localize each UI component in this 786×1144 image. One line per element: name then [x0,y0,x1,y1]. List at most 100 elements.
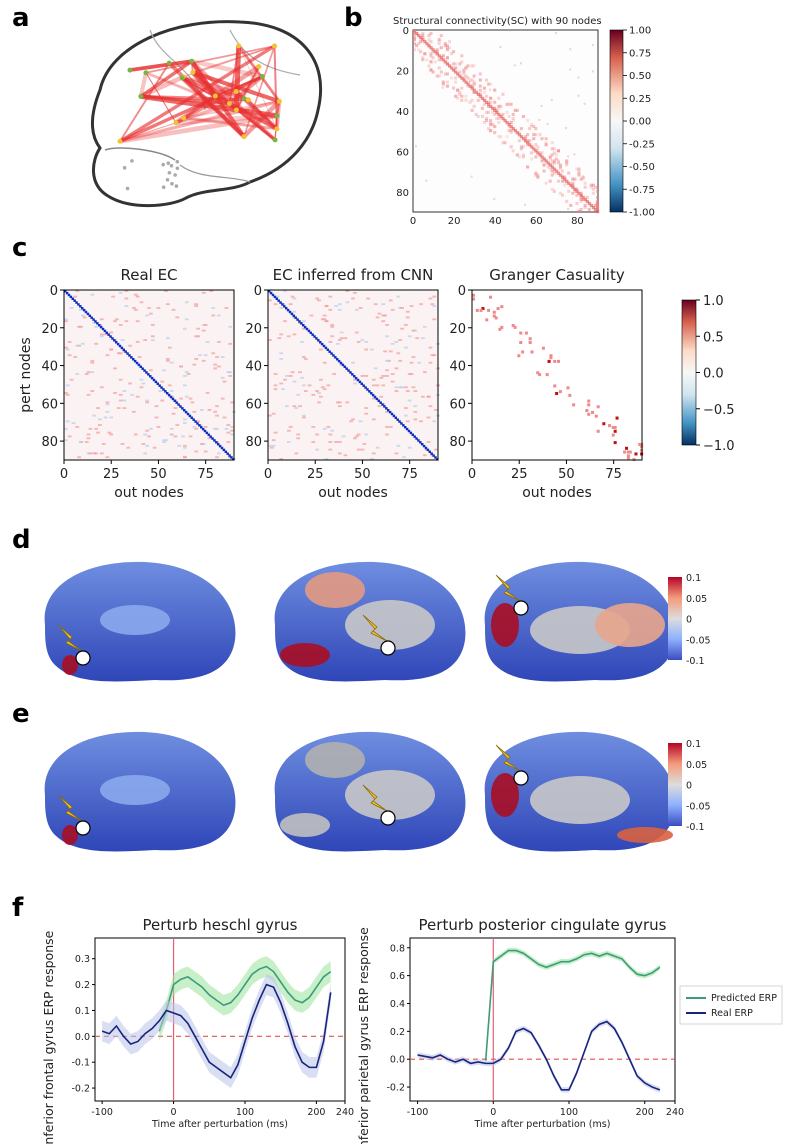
matrix-cell [587,399,591,403]
brain-region [62,655,78,675]
matrix-cell [511,324,515,328]
sc-cell [530,145,534,149]
matrix-cell [67,354,72,357]
matrix-cell [519,341,523,345]
matrix-cell [303,358,308,360]
sc-cell [528,139,532,143]
matrix-cell [353,291,357,294]
matrix-cell [302,416,306,419]
matrix-cell [205,392,210,394]
matrix-cell [90,361,95,364]
matrix-cell [345,301,350,304]
matrix-cell [135,341,140,343]
sc-cell [493,197,496,200]
series-line-0 [484,949,661,1061]
erp-ytick: 0.2 [75,980,90,991]
matrix-cell [188,397,193,400]
sc-cell [546,161,550,165]
sc-xtick: 0 [410,216,416,227]
sc-cell [487,82,491,86]
node-dot [143,70,149,76]
diagonal-cell [402,424,405,427]
sc-cell [439,46,443,50]
matrix-cell [273,431,278,434]
sc-cell [595,207,600,211]
matrix-cell [492,314,496,318]
diagonal-cell [362,384,365,387]
erp-legend: Predicted ERP Real ERP [679,985,783,1025]
sc-cell [452,50,456,54]
erp-ytick: 0.6 [390,971,405,982]
matrix-cell [328,308,333,311]
diagonal-cell [377,399,381,403]
sc-cell [515,131,520,135]
matrix-cell [472,293,476,297]
sc-cell [542,157,546,161]
matrix-cell [292,310,297,313]
brain-region [280,643,330,667]
matrix-cell [303,390,308,392]
matrix-cell [638,443,642,447]
sc-cell [456,96,460,100]
sc-cell [507,125,511,129]
node-dot [173,173,177,177]
sc-cell [550,147,554,151]
sc-cell [470,175,473,178]
matrix-cell [422,454,427,457]
matrix-cell [364,433,369,436]
diagonal-cell [145,371,148,374]
erp-xtick: 240 [336,1107,354,1118]
matrix-cell [224,307,229,309]
matrix-cell [224,427,229,430]
matrix-cell [268,414,272,417]
sc-cell [544,141,548,145]
matrix-cell [364,407,369,409]
sc-cell [462,70,466,74]
sc-cell [540,137,544,141]
matrix-cell [84,373,89,375]
surface-colorbar-label: 0.05 [686,760,707,771]
matrix-cell [358,307,363,309]
matrix-cell [75,373,80,375]
diagonal-cell [337,359,341,363]
node-dot [256,64,262,70]
matrix-cell [65,420,70,423]
node-dot [173,120,179,126]
series-band-0 [159,956,331,1042]
matrix-cell [190,401,195,404]
panel-label-a: a [12,3,30,33]
diagonal-cell [371,393,375,397]
matrix-cell [203,450,208,453]
sc-cell [558,167,563,171]
matrix-cell [201,359,206,362]
sc-cell [476,114,480,118]
matrix-cell [116,407,121,409]
sc-colorbar-label: -0.50 [629,162,655,173]
sc-cell [484,94,489,98]
sc-cell [484,110,489,114]
sc-cell [538,153,542,157]
sc-cell [419,36,423,40]
matrix-cell [613,426,617,430]
sc-cell [454,76,458,80]
sc-cell [472,74,476,78]
diagonal-cell [303,325,307,329]
matrix-cell [133,293,138,296]
matrix-cell [286,429,291,432]
matrix-cell [385,410,389,413]
sc-cell [593,203,597,207]
matrix-cell [92,322,97,324]
sc-cell [544,159,548,163]
matrix-cell [294,452,299,455]
matrix-ytick: 60 [449,397,466,412]
node-dot [161,162,165,167]
matrix-cell [626,450,630,454]
sc-cell [458,74,462,78]
sc-cell [558,191,563,195]
erp-xtick: 200 [636,1107,654,1118]
sc-cell [587,201,592,206]
matrix-cell [405,316,410,319]
matrix-cell [485,318,489,322]
matrix-cell [135,320,140,323]
brain-surface [274,731,466,852]
